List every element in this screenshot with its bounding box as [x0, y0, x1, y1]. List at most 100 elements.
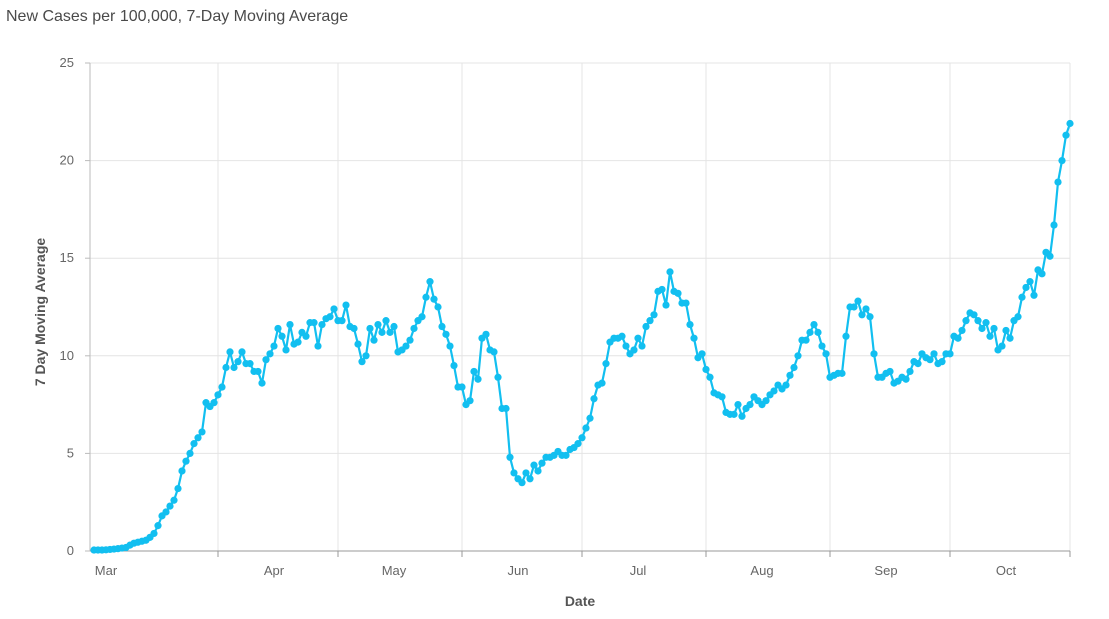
data-point: [822, 350, 830, 358]
data-point: [270, 342, 278, 350]
data-point: [746, 401, 754, 409]
data-point: [310, 319, 318, 327]
data-point: [418, 313, 426, 321]
data-point: [318, 320, 326, 329]
data-point: [970, 311, 978, 319]
x-tick-label: Jun: [508, 563, 529, 578]
data-point: [646, 317, 654, 325]
data-point: [510, 469, 518, 477]
data-point: [506, 453, 514, 461]
data-point: [730, 410, 738, 418]
data-point: [862, 305, 870, 313]
data-point: [1002, 326, 1010, 335]
data-point: [574, 440, 582, 448]
data-point: [1018, 293, 1026, 301]
data-point: [686, 320, 694, 329]
data-point: [982, 319, 990, 327]
data-point: [762, 397, 770, 405]
data-point: [870, 350, 878, 358]
data-point: [702, 365, 710, 374]
data-point: [818, 342, 826, 350]
data-point: [866, 313, 874, 321]
data-point: [194, 434, 202, 442]
data-point: [854, 297, 862, 305]
data-point: [1046, 252, 1054, 260]
series-cases: [90, 119, 1074, 554]
data-point: [630, 346, 638, 354]
data-point: [578, 434, 586, 442]
data-point: [466, 397, 474, 405]
data-point: [770, 387, 778, 395]
data-point: [422, 293, 430, 301]
data-point: [226, 348, 234, 356]
gridlines: [90, 62, 1071, 551]
data-point: [178, 467, 186, 475]
data-point: [162, 508, 170, 516]
y-tick-label: 15: [60, 250, 74, 265]
data-point: [538, 459, 546, 467]
data-point: [266, 350, 274, 358]
data-point: [1058, 157, 1066, 165]
data-point: [470, 367, 478, 376]
data-point: [902, 375, 910, 383]
data-point: [170, 496, 178, 504]
data-point: [182, 457, 190, 465]
x-tick-label: Jul: [630, 563, 647, 578]
data-point: [802, 336, 810, 344]
data-point: [674, 289, 682, 297]
data-point: [806, 328, 814, 336]
data-point: [954, 334, 962, 342]
y-tick-label: 0: [67, 543, 74, 558]
data-point: [222, 363, 230, 372]
data-point: [930, 350, 938, 358]
data-point: [938, 358, 946, 366]
data-point: [258, 379, 266, 387]
data-point: [366, 324, 374, 333]
data-point: [246, 360, 254, 368]
data-point: [214, 391, 222, 399]
x-tick-label: Mar: [95, 563, 118, 578]
data-point: [522, 469, 530, 477]
data-point: [482, 330, 490, 338]
data-point: [282, 346, 290, 354]
data-point: [294, 338, 302, 346]
data-point: [738, 412, 746, 420]
x-tick-label: Aug: [750, 563, 773, 578]
x-tick-label: May: [382, 563, 407, 578]
data-point: [850, 303, 858, 311]
data-point: [274, 324, 282, 333]
data-point: [378, 328, 386, 336]
data-point: [234, 358, 242, 366]
data-point: [150, 529, 158, 538]
data-point: [402, 342, 410, 350]
data-point: [494, 373, 502, 381]
data-point: [698, 350, 706, 358]
data-point: [1050, 221, 1058, 229]
data-point: [642, 322, 650, 331]
data-point: [430, 295, 438, 303]
data-point: [502, 404, 510, 413]
data-point: [530, 461, 538, 469]
data-point: [790, 363, 798, 372]
data-point: [650, 311, 658, 319]
chart-title: New Cases per 100,000, 7-Day Moving Aver…: [6, 8, 349, 25]
data-point: [682, 299, 690, 307]
data-point: [946, 350, 954, 358]
data-point: [426, 278, 434, 286]
data-point: [1054, 178, 1062, 186]
data-point: [962, 317, 970, 325]
axes: 0 5 10 15 20 25 Mar Apr May Jun Jul Aug Sep Oct: [60, 55, 1071, 578]
data-point: [174, 484, 182, 493]
data-point: [666, 268, 674, 276]
data-point: [438, 322, 446, 331]
data-point: [842, 332, 850, 340]
data-point: [582, 424, 590, 432]
data-point: [598, 379, 606, 387]
data-point: [390, 322, 398, 331]
data-point: [386, 328, 394, 336]
data-point: [958, 326, 966, 335]
data-point: [442, 330, 450, 338]
data-point: [1066, 119, 1074, 128]
data-point: [974, 317, 982, 325]
